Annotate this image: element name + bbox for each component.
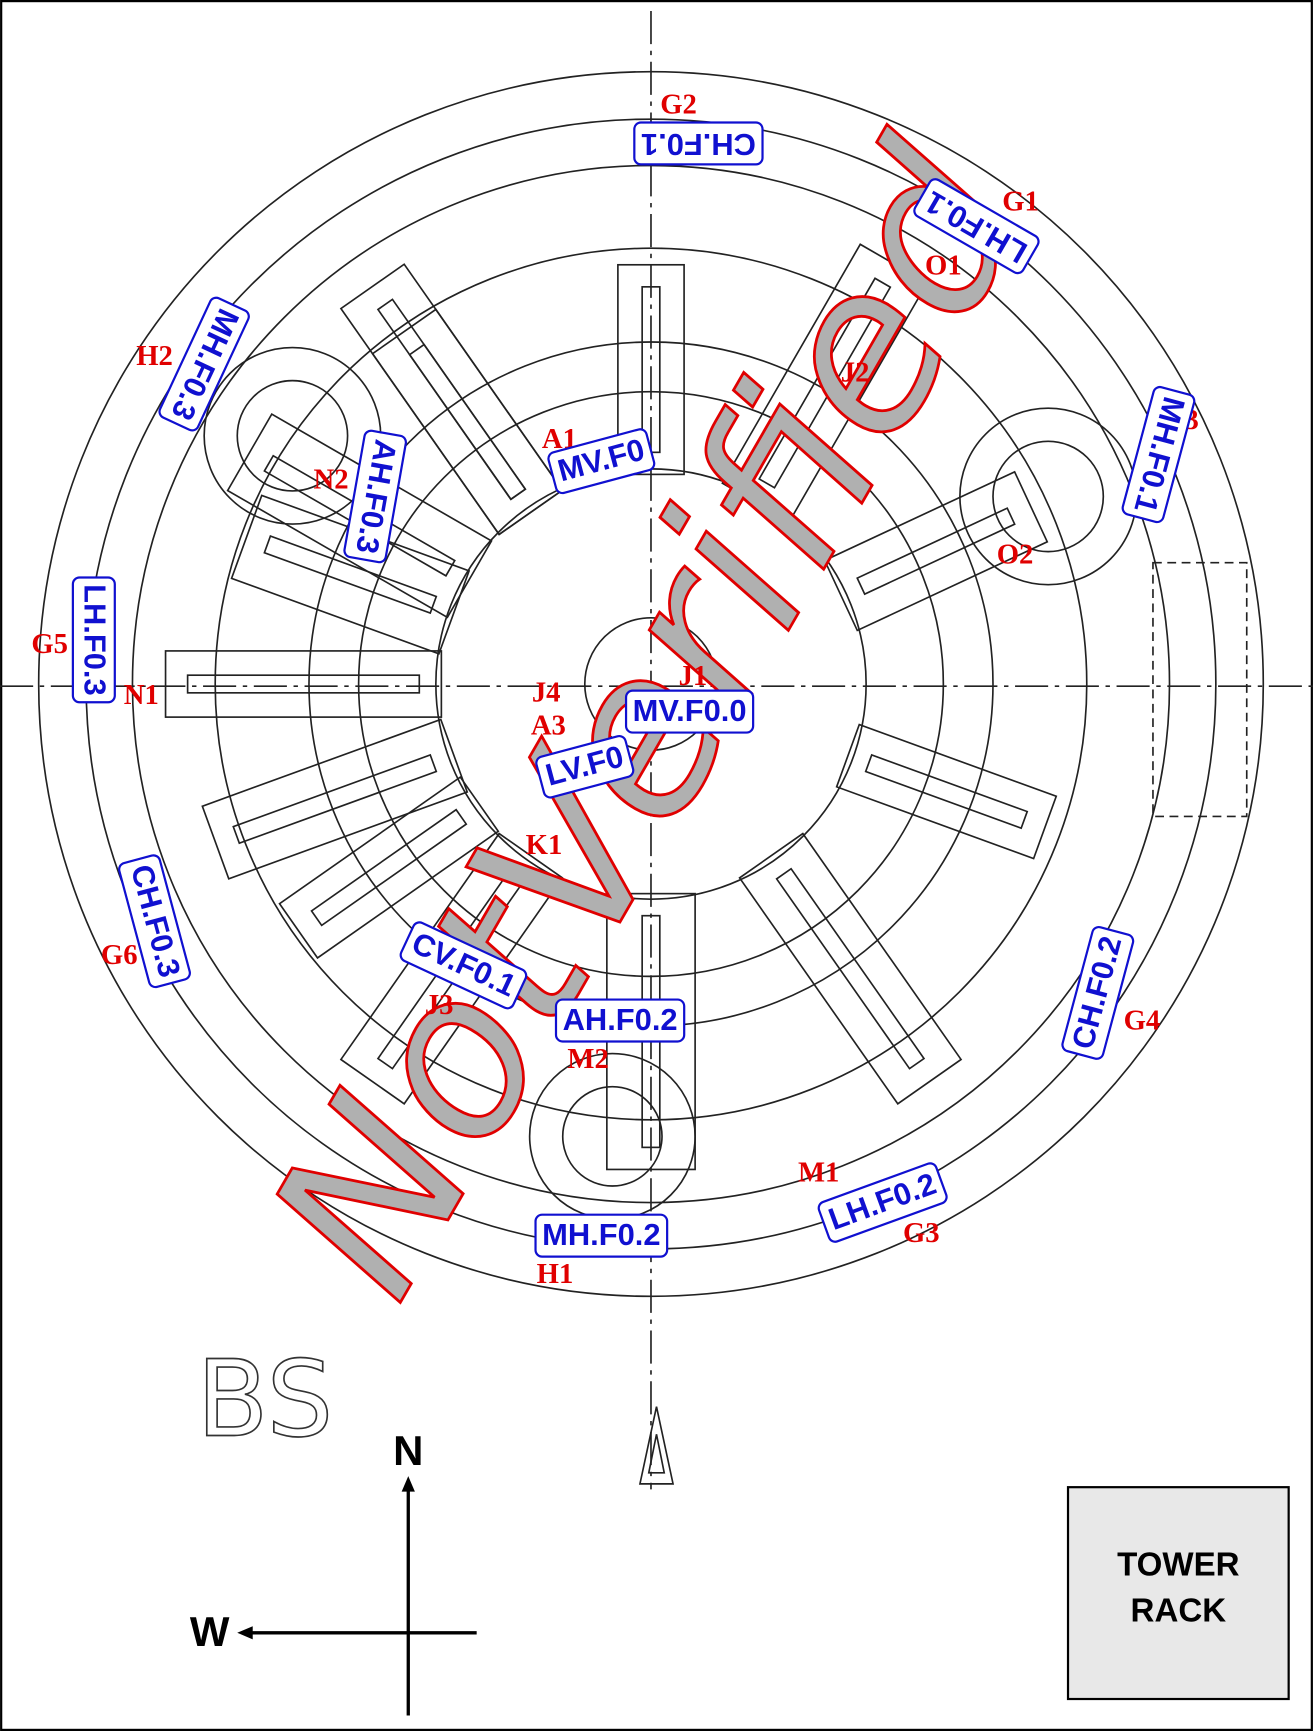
position-label: J4 [532,677,561,709]
arm-slot [775,867,926,1070]
arm-slot [856,507,1016,596]
arm-body [617,263,685,476]
arm-body [721,243,929,523]
fixture-tag-box [534,1213,669,1258]
arm [339,263,564,536]
fixture-tag-box [71,576,116,704]
fixture-tag-box [624,689,755,734]
arm-body [835,723,1058,860]
fixture-tag-box [913,178,1040,275]
position-label: N1 [124,679,159,711]
arm [738,832,963,1105]
position-label: G6 [101,939,138,971]
fixture-tag: LH.F0.3 [71,576,116,704]
position-label: G2 [660,89,697,121]
position-label: G4 [1124,1004,1161,1036]
position-label: H2 [136,340,173,372]
arm-body [339,263,564,536]
position-label: M2 [567,1043,608,1075]
fixture-tag-box [343,429,407,564]
position-label: H1 [537,1258,574,1290]
fixture-tag-box [118,854,191,989]
north-label: N [393,1427,423,1474]
arm-body [278,775,500,960]
tower-rack-label: TOWER [1117,1546,1240,1583]
position-label: J2 [841,357,870,389]
fixture-tag: AH.F0.2 [554,998,686,1043]
fixture-tag: MV.F0.0 [624,689,755,734]
position-label: G1 [1002,186,1039,218]
fixture-tag-box [633,121,764,166]
fixture-tag-box [535,734,635,799]
arm-body [823,470,1049,632]
position-label: J3 [425,989,454,1021]
position-label: N2 [314,464,349,496]
arm-body [738,832,963,1105]
fixture-tag: CH.F0.1 [633,121,764,166]
tower-rack-box [1066,1486,1290,1701]
fixture-tag-box [158,296,250,432]
arm-slot [263,535,438,615]
fixture-tag-text: LH.F0.3 [78,584,113,696]
position-label: M1 [798,1157,839,1189]
arm-slot [758,277,892,489]
fixture-tag-box [817,1162,948,1243]
arm-slot [376,298,527,501]
position-label: O2 [997,539,1034,571]
fixture-tag: MH.F0.2 [534,1213,669,1258]
arm [201,718,469,880]
fixture-tag-box [1061,925,1135,1060]
position-label: A3 [531,710,566,742]
arm [835,723,1058,860]
compass: N W [190,1427,477,1716]
drawing-mark: BS [197,1338,334,1460]
arm [278,775,500,960]
arm-slot [310,808,468,927]
fixture-tag-text: MV.F0.0 [633,693,747,728]
arm-body [164,650,443,718]
arm [823,470,1049,632]
fixture-tag-box [547,428,656,495]
fixture-tag-box [399,921,528,1010]
fixture-tag-box [554,998,686,1043]
arm-body [201,718,469,880]
arm [164,650,443,718]
position-label: G5 [31,628,68,660]
fixture-tag-text: CH.F0.1 [641,127,756,162]
position-label: J1 [679,660,708,692]
position-label: K1 [526,829,563,861]
fixture-tag-text: MH.F0.2 [542,1217,660,1252]
arm-slot [864,753,1029,830]
fixture-tag-text: AH.F0.2 [563,1002,678,1037]
arm [721,243,929,523]
west-label: W [190,1608,230,1655]
arm-slot [186,674,421,694]
fixture-tag-box [1121,385,1196,524]
position-label: G3 [903,1217,940,1249]
tower-rack-label: RACK [1131,1593,1227,1630]
position-label: O1 [925,250,962,282]
arm-slot [232,753,438,845]
